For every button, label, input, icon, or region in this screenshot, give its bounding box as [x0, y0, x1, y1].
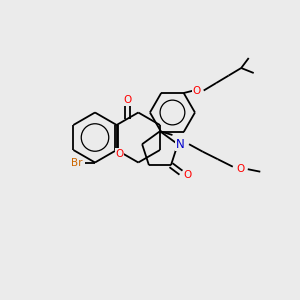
- Text: O: O: [115, 149, 123, 159]
- Text: O: O: [236, 164, 244, 174]
- Text: O: O: [123, 95, 132, 105]
- Text: O: O: [192, 85, 200, 95]
- Text: N: N: [176, 138, 185, 151]
- Text: Br: Br: [70, 158, 82, 167]
- Text: O: O: [183, 170, 191, 180]
